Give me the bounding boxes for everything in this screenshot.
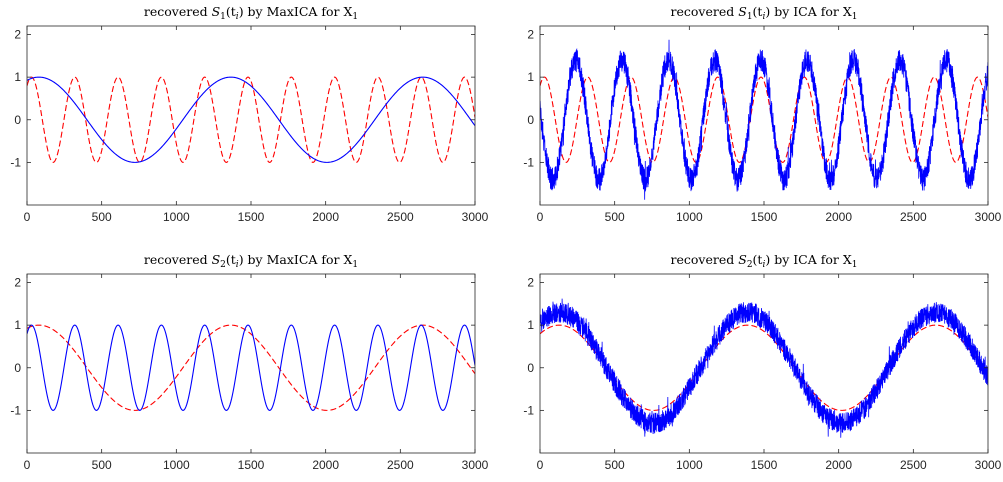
x-tick-label: 2000 xyxy=(825,210,852,224)
y-tick-label: -1 xyxy=(10,155,21,169)
x-tick-label: 1000 xyxy=(163,210,190,224)
x-tick-label: 3000 xyxy=(975,458,1002,472)
panel-ica-s2: recovered S2(ti) by ICA for X1 0 500 100… xyxy=(523,252,1001,472)
plot-area xyxy=(27,274,475,453)
x-tick-label: 0 xyxy=(537,210,544,224)
x-tick-label: 2000 xyxy=(825,458,852,472)
y-tick-label: 2 xyxy=(14,28,21,42)
y-tick-label: 1 xyxy=(14,318,21,332)
x-tick-label: 3000 xyxy=(975,210,1002,224)
series-group xyxy=(27,324,475,411)
panel-maxica-s2: recovered S2(ti) by MaxICA for X1 0 500 … xyxy=(10,252,488,472)
x-tick-label: 2000 xyxy=(312,210,339,224)
x-tick-label: 2500 xyxy=(900,458,927,472)
y-tick-label: 0 xyxy=(14,361,21,375)
y-tick-label: 2 xyxy=(527,28,534,42)
recovered-signal-line xyxy=(27,324,475,411)
y-tick-label: 0 xyxy=(527,361,534,375)
x-tick-label: 1000 xyxy=(676,458,703,472)
x-tick-label: 2500 xyxy=(387,210,414,224)
x-tick-labels: 0 500 1000 1500 2000 2500 3000 xyxy=(24,458,489,472)
recovered-signal-line xyxy=(27,76,475,163)
chart-title: recovered S2(ti) by ICA for X1 xyxy=(671,252,858,270)
x-tick-label: 1000 xyxy=(676,210,703,224)
x-tick-label: 2500 xyxy=(387,458,414,472)
x-tick-label: 0 xyxy=(24,458,31,472)
y-tick-labels: 2 1 0 -1 xyxy=(10,28,21,170)
x-tick-labels: 0 500 1000 1500 2000 2500 3000 xyxy=(537,210,1002,224)
x-tick-label: 1000 xyxy=(163,458,190,472)
y-tick-label: -1 xyxy=(523,403,534,417)
axes xyxy=(540,274,988,453)
y-tick-label: -1 xyxy=(10,403,21,417)
series-group xyxy=(27,76,475,163)
chart-title: recovered S1(ti) by MaxICA for X1 xyxy=(144,4,358,22)
axes-frame xyxy=(539,25,989,206)
axes-frame xyxy=(26,25,476,206)
x-tick-label: 0 xyxy=(537,458,544,472)
series-group xyxy=(540,39,988,200)
x-tick-label: 500 xyxy=(92,210,112,224)
panel-maxica-s1: recovered S1(ti) by MaxICA for X1 0 500 … xyxy=(10,4,488,224)
panel-ica-s1: recovered S1(ti) by ICA for X1 0 500 100… xyxy=(523,4,1001,224)
y-tick-label: 1 xyxy=(527,318,534,332)
x-tick-label: 2500 xyxy=(900,210,927,224)
reference-signal-line xyxy=(27,324,475,411)
x-tick-label: 500 xyxy=(605,458,625,472)
x-tick-label: 1500 xyxy=(238,210,265,224)
y-tick-label: 2 xyxy=(14,276,21,290)
x-tick-labels: 0 500 1000 1500 2000 2500 3000 xyxy=(24,210,489,224)
recovered-signal-line xyxy=(540,298,988,438)
chart-title: recovered S2(ti) by MaxICA for X1 xyxy=(144,252,358,270)
x-tick-label: 1500 xyxy=(238,458,265,472)
reference-signal-line xyxy=(27,76,475,163)
chart-title: recovered S1(ti) by ICA for X1 xyxy=(671,4,858,22)
axes-frame xyxy=(539,273,989,454)
y-tick-labels: 2 1 0 -1 xyxy=(523,28,534,170)
plot-area xyxy=(540,274,988,453)
y-tick-label: -1 xyxy=(523,155,534,169)
y-tick-label: 1 xyxy=(527,70,534,84)
reference-signal-line xyxy=(540,76,988,163)
axes xyxy=(27,274,475,453)
x-tick-label: 1500 xyxy=(751,458,778,472)
axes xyxy=(27,26,475,205)
x-tick-label: 3000 xyxy=(462,458,489,472)
x-tick-label: 2000 xyxy=(312,458,339,472)
y-tick-label: 2 xyxy=(527,276,534,290)
plot-area xyxy=(540,26,988,205)
y-tick-label: 0 xyxy=(14,113,21,127)
x-tick-label: 0 xyxy=(24,210,31,224)
y-tick-label: 1 xyxy=(14,70,21,84)
axes xyxy=(540,26,988,205)
y-tick-labels: 2 1 0 -1 xyxy=(10,276,21,418)
axes-frame xyxy=(26,273,476,454)
x-tick-label: 3000 xyxy=(462,210,489,224)
y-tick-labels: 2 1 0 -1 xyxy=(523,276,534,418)
x-tick-label: 500 xyxy=(605,210,625,224)
x-tick-label: 1500 xyxy=(751,210,778,224)
y-tick-label: 0 xyxy=(527,113,534,127)
recovered-signal-line xyxy=(540,39,988,200)
plot-area xyxy=(27,26,475,205)
x-tick-label: 500 xyxy=(92,458,112,472)
x-tick-labels: 0 500 1000 1500 2000 2500 3000 xyxy=(537,458,1002,472)
series-group xyxy=(540,298,988,438)
